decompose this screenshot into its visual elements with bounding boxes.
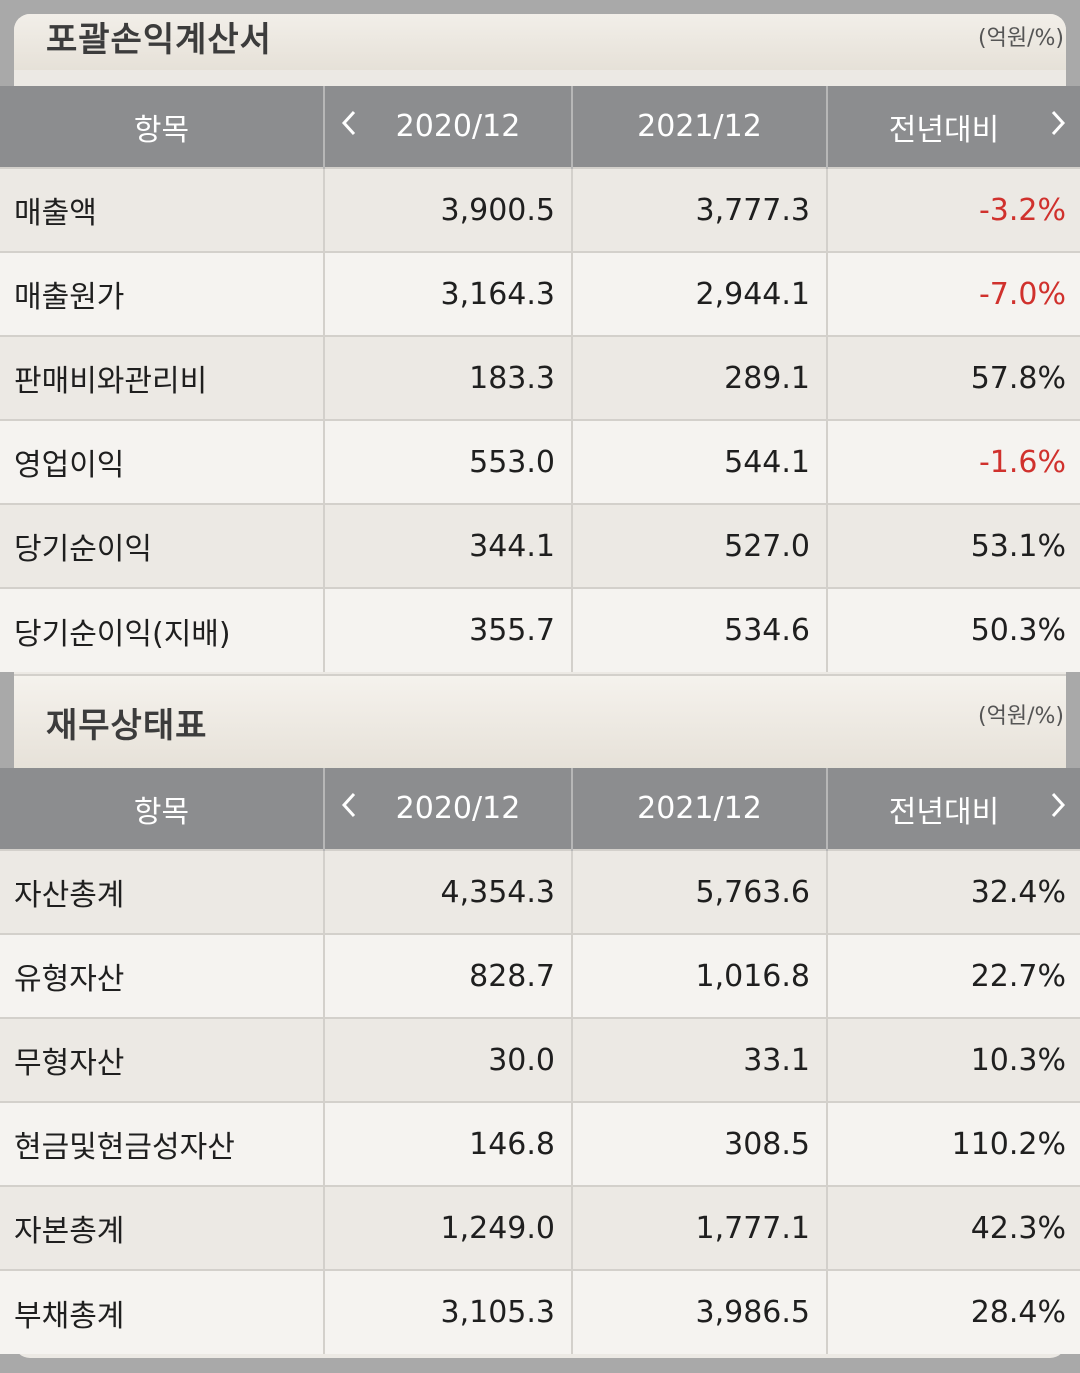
income-header-row: 항목 2020/12 2021/12 전년대비 bbox=[0, 86, 1080, 168]
row-label: 당기순이익 bbox=[0, 503, 325, 588]
value-change: -3.2% bbox=[827, 167, 1080, 252]
value-change: 110.2% bbox=[827, 1101, 1080, 1186]
value-2021: 527.0 bbox=[572, 503, 828, 588]
column-header-2021: 2021/12 bbox=[572, 768, 828, 850]
value-2021: 534.6 bbox=[572, 587, 828, 672]
table-row: 현금및현금성자산 146.8 308.5 110.2% bbox=[0, 1101, 1080, 1186]
column-header-item: 항목 bbox=[0, 768, 325, 850]
row-label: 자본총계 bbox=[0, 1185, 325, 1270]
column-header-2020-label: 2020/12 bbox=[395, 791, 521, 826]
chevron-right-icon[interactable] bbox=[1048, 789, 1068, 829]
value-2021: 33.1 bbox=[572, 1017, 828, 1102]
row-label: 부채총계 bbox=[0, 1269, 325, 1354]
value-2020: 344.1 bbox=[324, 503, 573, 588]
row-label: 당기순이익(지배) bbox=[0, 587, 325, 672]
column-header-2020-label: 2020/12 bbox=[395, 109, 521, 144]
value-2020: 3,105.3 bbox=[324, 1269, 573, 1354]
column-header-change-label: 전년대비 bbox=[888, 794, 1000, 830]
table-row: 자산총계 4,354.3 5,763.6 32.4% bbox=[0, 849, 1080, 934]
income-statement-title: 포괄손익계산서 bbox=[46, 20, 272, 60]
table-row: 당기순이익 344.1 527.0 53.1% bbox=[0, 503, 1080, 588]
column-header-change[interactable]: 전년대비 bbox=[827, 86, 1080, 168]
value-2021: 308.5 bbox=[572, 1101, 828, 1186]
value-2021: 1,777.1 bbox=[572, 1185, 828, 1270]
value-2020: 183.3 bbox=[324, 335, 573, 420]
row-label: 영업이익 bbox=[0, 419, 325, 504]
column-header-change[interactable]: 전년대비 bbox=[827, 768, 1080, 850]
value-2021: 1,016.8 bbox=[572, 933, 828, 1018]
chevron-right-icon[interactable] bbox=[1048, 107, 1068, 147]
value-2020: 30.0 bbox=[324, 1017, 573, 1102]
value-2020: 355.7 bbox=[324, 587, 573, 672]
table-row: 매출액 3,900.5 3,777.3 -3.2% bbox=[0, 167, 1080, 252]
balance-unit-label: (억원/%) bbox=[978, 704, 1064, 729]
table-row: 당기순이익(지배) 355.7 534.6 50.3% bbox=[0, 587, 1080, 672]
value-change: -1.6% bbox=[827, 419, 1080, 504]
income-statement-header: 포괄손익계산서 (억원/%) bbox=[14, 14, 1066, 70]
row-label: 매출액 bbox=[0, 167, 325, 252]
table-row: 자본총계 1,249.0 1,777.1 42.3% bbox=[0, 1185, 1080, 1270]
value-2020: 4,354.3 bbox=[324, 849, 573, 934]
value-change: 57.8% bbox=[827, 335, 1080, 420]
row-label: 판매비와관리비 bbox=[0, 335, 325, 420]
row-label: 유형자산 bbox=[0, 933, 325, 1018]
value-2020: 146.8 bbox=[324, 1101, 573, 1186]
balance-header-row: 항목 2020/12 2021/12 전년대비 bbox=[0, 768, 1080, 850]
value-change: 10.3% bbox=[827, 1017, 1080, 1102]
column-header-change-label: 전년대비 bbox=[888, 112, 1000, 148]
value-2021: 289.1 bbox=[572, 335, 828, 420]
value-change: 42.3% bbox=[827, 1185, 1080, 1270]
income-statement-table: 항목 2020/12 2021/12 전년대비 매출액 3,900.5 3,777.… bbox=[0, 86, 1080, 672]
value-2021: 2,944.1 bbox=[572, 251, 828, 336]
value-2021: 3,777.3 bbox=[572, 167, 828, 252]
table-row: 부채총계 3,105.3 3,986.5 28.4% bbox=[0, 1269, 1080, 1354]
column-header-item: 항목 bbox=[0, 86, 325, 168]
table-row: 판매비와관리비 183.3 289.1 57.8% bbox=[0, 335, 1080, 420]
value-2020: 1,249.0 bbox=[324, 1185, 573, 1270]
value-change: 32.4% bbox=[827, 849, 1080, 934]
value-2021: 544.1 bbox=[572, 419, 828, 504]
value-2020: 553.0 bbox=[324, 419, 573, 504]
balance-sheet-header: 재무상태표 (억원/%) bbox=[14, 674, 1066, 770]
table-row: 매출원가 3,164.3 2,944.1 -7.0% bbox=[0, 251, 1080, 336]
chevron-left-icon[interactable] bbox=[339, 107, 359, 147]
value-change: 22.7% bbox=[827, 933, 1080, 1018]
balance-sheet-table: 항목 2020/12 2021/12 전년대비 자산총계 4,354.3 5,763… bbox=[0, 768, 1080, 1354]
value-2021: 3,986.5 bbox=[572, 1269, 828, 1354]
column-header-2020[interactable]: 2020/12 bbox=[324, 768, 573, 850]
value-change: 50.3% bbox=[827, 587, 1080, 672]
balance-sheet-title: 재무상태표 bbox=[46, 706, 208, 746]
column-header-2021: 2021/12 bbox=[572, 86, 828, 168]
value-change: -7.0% bbox=[827, 251, 1080, 336]
column-header-2020[interactable]: 2020/12 bbox=[324, 86, 573, 168]
value-change: 28.4% bbox=[827, 1269, 1080, 1354]
row-label: 무형자산 bbox=[0, 1017, 325, 1102]
row-label: 현금및현금성자산 bbox=[0, 1101, 325, 1186]
table-row: 유형자산 828.7 1,016.8 22.7% bbox=[0, 933, 1080, 1018]
row-label: 매출원가 bbox=[0, 251, 325, 336]
value-2021: 5,763.6 bbox=[572, 849, 828, 934]
row-label: 자산총계 bbox=[0, 849, 325, 934]
income-unit-label: (억원/%) bbox=[978, 26, 1064, 51]
value-change: 53.1% bbox=[827, 503, 1080, 588]
value-2020: 828.7 bbox=[324, 933, 573, 1018]
value-2020: 3,164.3 bbox=[324, 251, 573, 336]
table-row: 무형자산 30.0 33.1 10.3% bbox=[0, 1017, 1080, 1102]
value-2020: 3,900.5 bbox=[324, 167, 573, 252]
chevron-left-icon[interactable] bbox=[339, 789, 359, 829]
table-row: 영업이익 553.0 544.1 -1.6% bbox=[0, 419, 1080, 504]
